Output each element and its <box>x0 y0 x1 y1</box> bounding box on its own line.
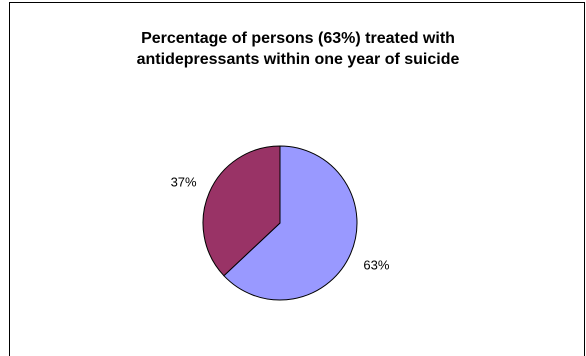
pie-slices <box>202 145 358 301</box>
pie-slice-0 <box>223 145 358 301</box>
chart-title-line-1: Percentage of persons (63%) treated with <box>141 30 455 47</box>
pie-labels: 63% 37% <box>171 174 390 272</box>
chart-title-line-2: antidepressants within one year of suici… <box>136 51 460 68</box>
pie-slice-1 <box>202 145 281 277</box>
pie-slice-label-0: 63% <box>363 258 389 273</box>
pie-slice-label-1: 37% <box>171 174 197 189</box>
chart-title: Percentage of persons (63%) treated with… <box>10 28 586 70</box>
